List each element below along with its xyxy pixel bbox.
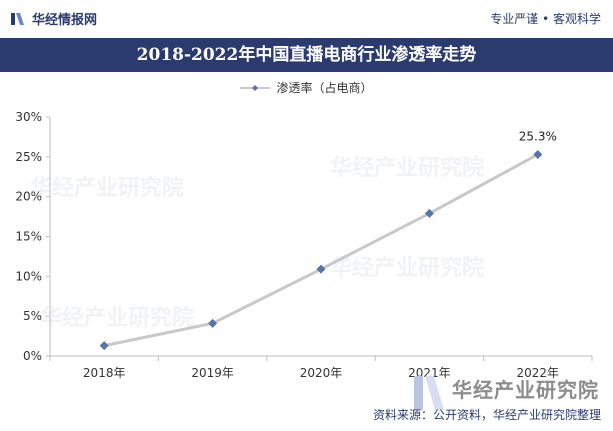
data-point-marker xyxy=(99,341,109,351)
background-watermark: 华经产业研究院 xyxy=(330,156,485,181)
y-tick-label: 20% xyxy=(15,190,42,204)
brand: 华经情报网 xyxy=(10,9,97,28)
data-point-marker xyxy=(533,149,543,159)
y-tick-label: 30% xyxy=(15,110,42,124)
y-tick-label: 10% xyxy=(15,269,42,283)
watermark-logo-icon xyxy=(414,376,444,410)
x-tick-label: 2022年 xyxy=(517,366,560,380)
legend-label: 渗透率（占电商） xyxy=(276,81,373,95)
legend: 渗透率（占电商） xyxy=(0,79,613,96)
x-tick-label: 2019年 xyxy=(191,366,234,380)
legend-line-marker-icon xyxy=(240,84,271,91)
data-point-marker xyxy=(424,208,434,218)
x-tick-label: 2020年 xyxy=(300,366,343,380)
data-label: 25.3% xyxy=(519,129,557,143)
data-point-marker xyxy=(316,264,326,274)
y-tick-label: 15% xyxy=(15,230,42,244)
background-watermark: 华经产业研究院 xyxy=(330,256,485,281)
series-line xyxy=(103,153,539,348)
brand-name: 华经情报网 xyxy=(32,13,98,28)
y-tick-label: 5% xyxy=(23,309,42,323)
background-watermark: 华经产业研究院 xyxy=(40,306,195,331)
data-point-marker xyxy=(208,318,218,328)
x-tick-label: 2018年 xyxy=(83,366,126,380)
source-note: 资料来源：公开资料，华经产业研究院整理 xyxy=(372,408,601,422)
y-tick-label: 0% xyxy=(23,349,42,363)
y-tick-label: 25% xyxy=(15,150,42,164)
watermark-text: 华经产业研究院 xyxy=(452,378,599,402)
slogan: 专业严谨 • 客观科学 xyxy=(490,12,601,26)
brand-logo-icon xyxy=(11,12,24,25)
header-bar: 华经情报网 专业严谨 • 客观科学 xyxy=(0,0,613,34)
chart-title: 2018-2022年中国直播电商行业渗透率走势 xyxy=(0,38,613,72)
background-watermark: 华经产业研究院 xyxy=(30,176,185,201)
legend-item: 渗透率（占电商） xyxy=(240,79,373,96)
